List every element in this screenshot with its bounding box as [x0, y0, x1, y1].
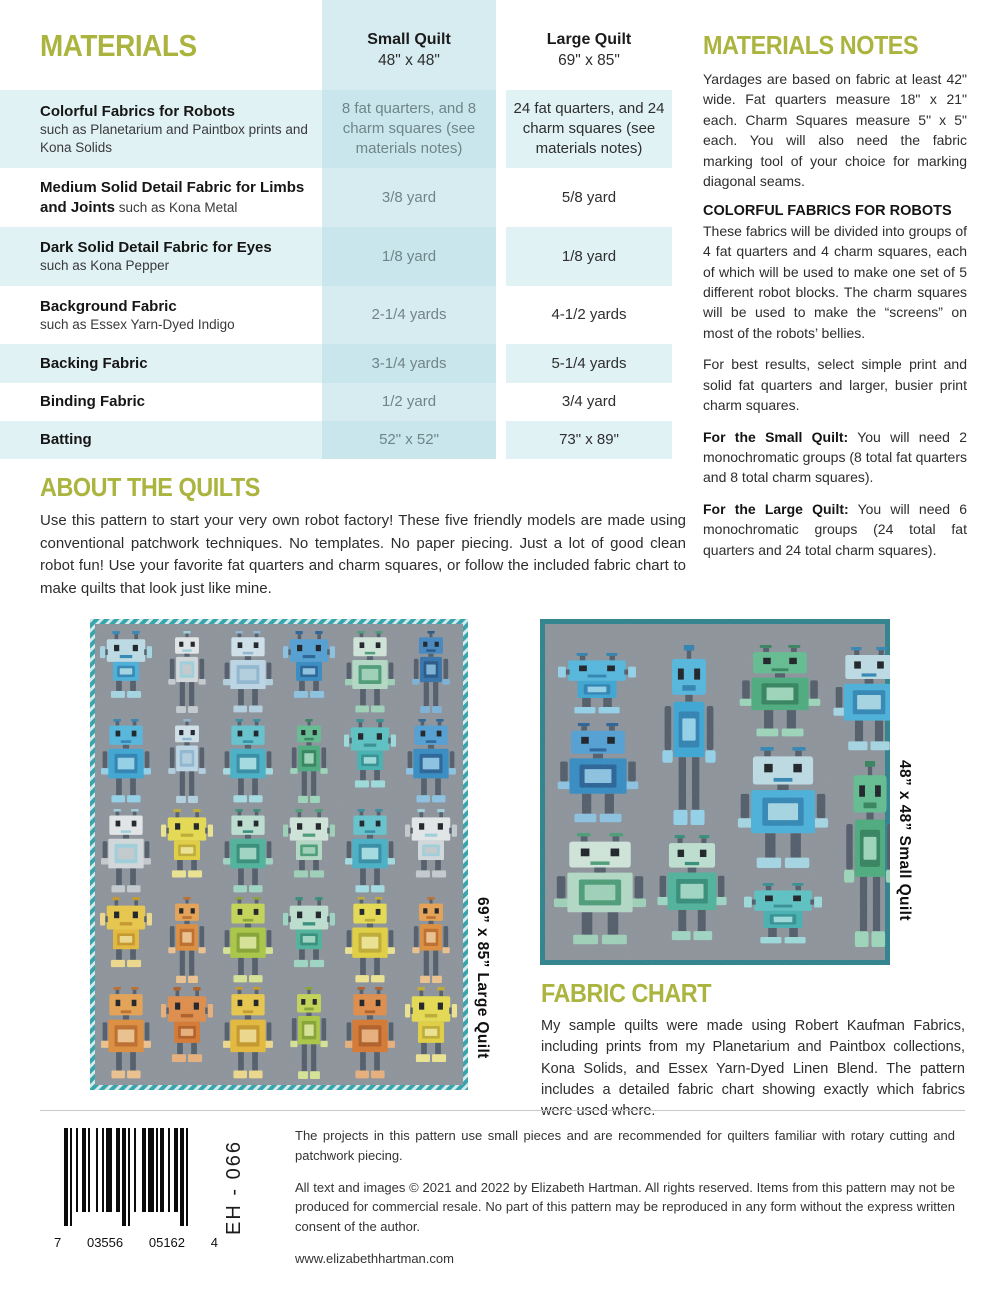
row-value-large: 73" x 89" — [559, 431, 619, 449]
row-value-large: 5-1/4 yards — [551, 354, 627, 372]
row-note: such as Kona Pepper — [40, 258, 170, 274]
materials-title: MATERIALS — [40, 28, 197, 63]
materials-notes-title: MATERIALS NOTES — [703, 30, 919, 60]
website-url: www.elizabethhartman.com — [295, 1250, 454, 1266]
small-quilt-column-band — [322, 0, 496, 459]
fabric-texture-overlay — [545, 624, 885, 960]
barcode-digits: 7 03556 05162 4 — [54, 1235, 218, 1250]
row-note: such as Planetarium and Paintbox prints … — [40, 122, 308, 155]
row-name: Binding Fabric — [40, 393, 145, 411]
fabric-chart-title: FABRIC CHART — [541, 978, 712, 1008]
row-name: Dark Solid Detail Fabric for Eyes — [40, 239, 272, 257]
notes-paragraph-large-quilt: For the Large Quilt: You will need 6 mon… — [703, 500, 968, 558]
column-gutter — [496, 0, 506, 459]
column-header-small-quilt: Small Quilt 48" x 48" — [367, 31, 451, 69]
large-quilt-lead: For the Large Quilt: — [703, 500, 849, 517]
pattern-code: EH - 066 — [223, 1140, 245, 1235]
row-value-large: 24 fat quarters, and 24 charm squares (s… — [513, 100, 665, 157]
row-value-large: 1/8 yard — [561, 247, 617, 265]
small-quilt-caption: 48” x 48” Small Quilt — [896, 760, 913, 921]
about-the-quilts-section: ABOUT THE QUILTS Use this pattern to sta… — [40, 472, 686, 600]
small-quilt-image — [540, 619, 890, 965]
row-name: Batting — [40, 431, 92, 449]
notes-paragraph-small-quilt: For the Small Quilt: You will need 2 mon… — [703, 428, 967, 486]
row-note: such as Essex Yarn-Dyed Indigo — [40, 316, 235, 332]
fabric-chart-body: My sample quilts were made using Robert … — [541, 1018, 965, 1120]
table-row-medium-solid: Medium Solid Detail Fabric for Limbs and… — [0, 168, 672, 227]
notes-paragraph-yardages: Yardages are based on fabric at least 42… — [703, 71, 967, 190]
row-value-large: 3/4 yard — [561, 393, 617, 411]
notes-paragraph-best-results: For best results, select simple print an… — [703, 356, 967, 414]
footer-divider — [40, 1110, 965, 1111]
footer-paragraph-skill: The projects in this pattern use small p… — [295, 1128, 955, 1163]
materials-table: MATERIALS Small Quilt 48" x 48" Large Qu… — [0, 0, 672, 459]
barcode: 7 03556 05162 4 — [52, 1128, 220, 1250]
notes-paragraph-groups: These fabrics will be divided into group… — [703, 222, 967, 341]
row-value-large: 5/8 yard — [561, 188, 617, 206]
materials-notes-section: MATERIALS NOTES Yardages are based on fa… — [703, 30, 967, 571]
large-quilt-image — [90, 619, 468, 1090]
table-row-background-fabric: Background Fabric such as Essex Yarn-Dye… — [0, 286, 672, 344]
row-note: such as Kona Metal — [115, 199, 238, 215]
about-body: Use this pattern to start your very own … — [40, 512, 686, 597]
column-header-large-quilt: Large Quilt 69" x 85" — [546, 31, 632, 69]
small-quilt-lead: For the Small Quilt: — [703, 428, 849, 445]
fabric-chart-section: FABRIC CHART My sample quilts were made … — [541, 978, 965, 1123]
row-value-large: 4-1/2 yards — [551, 306, 627, 324]
fabric-texture-overlay — [95, 624, 463, 1085]
about-title: ABOUT THE QUILTS — [40, 472, 260, 502]
row-name: Background Fabric — [40, 297, 177, 315]
row-name: Colorful Fabrics for Robots — [40, 103, 235, 121]
notes-subheading-colorful-fabrics: COLORFUL FABRICS FOR ROBOTS — [703, 202, 952, 219]
large-quilt-caption: 69” x 85” Large Quilt — [474, 897, 491, 1059]
barcode-bars — [64, 1128, 188, 1226]
materials-table-header: MATERIALS Small Quilt 48" x 48" Large Qu… — [0, 0, 672, 90]
row-name: Medium Solid Detail Fabric for Limbs and… — [40, 179, 305, 216]
row-name: Backing Fabric — [40, 354, 148, 372]
footer-text: The projects in this pattern use small p… — [295, 1126, 955, 1281]
footer-paragraph-copyright: All text and images © 2021 and 2022 by E… — [295, 1179, 955, 1235]
